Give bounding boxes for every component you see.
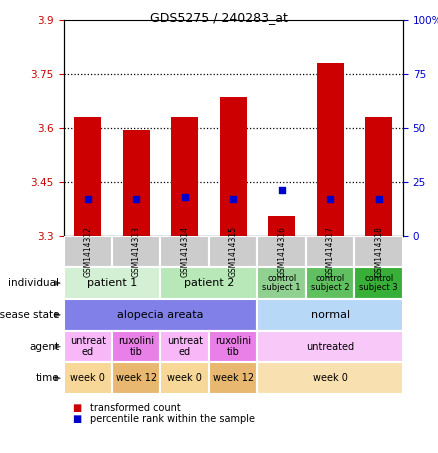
Text: GSM1414312: GSM1414312: [83, 226, 92, 277]
Bar: [123, 130, 150, 236]
Bar: [209, 331, 258, 362]
Bar: [354, 236, 403, 267]
Text: transformed count: transformed count: [90, 403, 180, 413]
Text: week 0: week 0: [313, 373, 348, 383]
Text: GSM1414314: GSM1414314: [180, 226, 189, 277]
Bar: [64, 362, 112, 394]
Text: week 12: week 12: [116, 373, 157, 383]
Text: normal: normal: [311, 310, 350, 320]
Bar: [112, 362, 160, 394]
Text: GDS5275 / 240283_at: GDS5275 / 240283_at: [150, 11, 288, 24]
Text: GSM1414313: GSM1414313: [132, 226, 141, 277]
Text: ruxolini
tib: ruxolini tib: [118, 336, 154, 357]
Text: control
subject 1: control subject 1: [262, 274, 301, 293]
Text: ■: ■: [72, 414, 81, 424]
Text: time: time: [35, 373, 59, 383]
Text: ■: ■: [72, 403, 81, 413]
Text: patient 1: patient 1: [87, 278, 137, 288]
Text: week 0: week 0: [167, 373, 202, 383]
Bar: [354, 267, 403, 299]
Text: ruxolini
tib: ruxolini tib: [215, 336, 251, 357]
Bar: [74, 117, 101, 236]
Text: control
subject 3: control subject 3: [360, 274, 398, 293]
Text: alopecia areata: alopecia areata: [117, 310, 204, 320]
Text: untreated: untreated: [306, 342, 354, 352]
Bar: [112, 331, 160, 362]
Bar: [64, 267, 160, 299]
Point: [133, 195, 140, 202]
Point: [327, 195, 334, 202]
Bar: [258, 362, 403, 394]
Text: disease state: disease state: [0, 310, 59, 320]
Bar: [268, 216, 295, 236]
Text: GSM1414315: GSM1414315: [229, 226, 238, 277]
Bar: [306, 236, 354, 267]
Bar: [220, 97, 247, 236]
Bar: [64, 299, 258, 331]
Bar: [317, 63, 343, 236]
Text: untreat
ed: untreat ed: [70, 336, 106, 357]
Text: control
subject 2: control subject 2: [311, 274, 350, 293]
Bar: [160, 267, 258, 299]
Bar: [160, 362, 209, 394]
Text: agent: agent: [29, 342, 59, 352]
Bar: [365, 117, 392, 236]
Bar: [171, 117, 198, 236]
Text: GSM1414317: GSM1414317: [326, 226, 335, 277]
Bar: [258, 299, 403, 331]
Point: [375, 195, 382, 202]
Text: week 0: week 0: [71, 373, 105, 383]
Point: [84, 195, 91, 202]
Bar: [258, 331, 403, 362]
Bar: [160, 236, 209, 267]
Bar: [306, 267, 354, 299]
Text: individual: individual: [8, 278, 59, 288]
Bar: [209, 236, 258, 267]
Bar: [160, 331, 209, 362]
Text: GSM1414318: GSM1414318: [374, 226, 383, 277]
Bar: [209, 362, 258, 394]
Point: [181, 193, 188, 200]
Bar: [258, 267, 306, 299]
Bar: [258, 236, 306, 267]
Text: patient 2: patient 2: [184, 278, 234, 288]
Text: percentile rank within the sample: percentile rank within the sample: [90, 414, 255, 424]
Point: [278, 187, 285, 194]
Bar: [64, 331, 112, 362]
Bar: [64, 236, 112, 267]
Point: [230, 195, 237, 202]
Text: untreat
ed: untreat ed: [167, 336, 203, 357]
Text: GSM1414316: GSM1414316: [277, 226, 286, 277]
Text: week 12: week 12: [213, 373, 254, 383]
Bar: [112, 236, 160, 267]
